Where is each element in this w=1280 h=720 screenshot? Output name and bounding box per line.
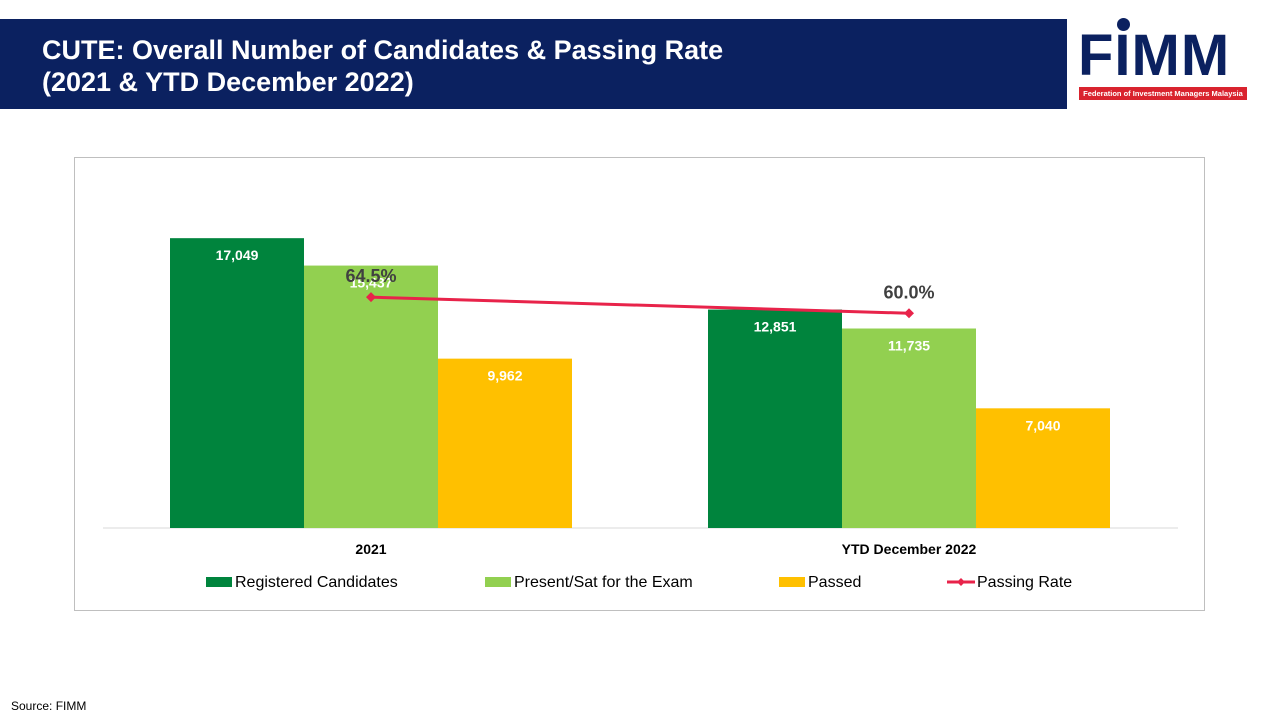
bar-data-label: 9,962 — [487, 368, 522, 384]
bar-3-1 — [438, 358, 572, 528]
chart-canvas: 17,049 12,851 15,437 11,735 9,962 7,040 2021 YT… — [103, 238, 1178, 591]
legend-label: Present/Sat for the Exam — [514, 574, 693, 591]
legend-label: Registered Candidates — [235, 574, 398, 591]
passing-rate-marker — [366, 292, 376, 303]
logo-dot-icon — [1117, 18, 1130, 31]
passing-rate-line — [370, 295, 910, 315]
legend-swatch-2 — [485, 577, 511, 587]
bar-data-label: 7,040 — [1025, 417, 1060, 433]
title-banner: CUTE: Overall Number of Candidates & Pas… — [0, 19, 1067, 109]
slide-title-line-1: CUTE: Overall Number of Candidates & Pas… — [42, 35, 724, 65]
category-label: YTD December 2022 — [842, 541, 977, 557]
bar-data-label: 12,851 — [754, 319, 797, 335]
logo-wordmark: FIMM — [1078, 23, 1231, 88]
bar-1-1 — [170, 238, 304, 528]
legend-line-marker — [957, 578, 965, 586]
bar-1-2 — [708, 309, 842, 528]
bar-2-2 — [842, 328, 976, 528]
legend-swatch-3 — [779, 577, 805, 587]
fimm-logo: FIMM Federation of Investment Managers M… — [1075, 14, 1251, 104]
bar-2-1 — [304, 265, 438, 528]
category-label: 2021 — [355, 541, 386, 557]
bar-data-label: 15,437 — [350, 275, 393, 291]
legend-label: Passing Rate — [977, 574, 1072, 591]
bar-data-label: 11,735 — [888, 338, 930, 354]
chart-frame: 17,049 12,851 15,437 11,735 9,962 7,040 2021 YT… — [74, 157, 1205, 611]
passing-rate-marker — [904, 308, 914, 319]
source-note: Source: FIMM — [11, 699, 87, 713]
legend-label: Passed — [808, 574, 861, 591]
bar-data-label: 17,049 — [216, 247, 259, 263]
bar-3-2 — [976, 408, 1110, 528]
passing-rate-label: 60.0% — [883, 282, 934, 302]
legend-swatch-1 — [206, 577, 232, 587]
slide-title-line-2: (2021 & YTD December 2022) — [42, 67, 414, 97]
logo-tagline: Federation of Investment Managers Malays… — [1079, 87, 1247, 100]
passing-rate-label: 64.5% — [345, 266, 396, 286]
